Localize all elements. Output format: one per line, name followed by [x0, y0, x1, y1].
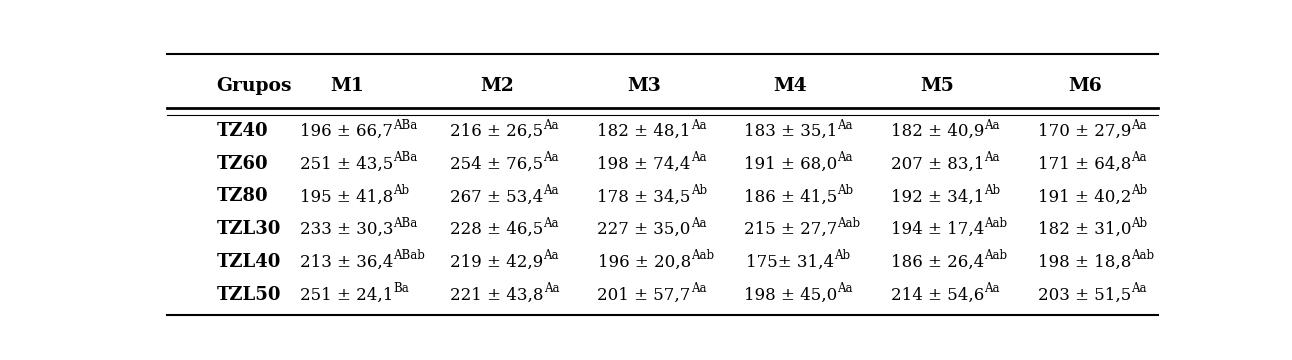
Text: Aa: Aa: [1132, 282, 1147, 295]
Text: 219 ± 42,9: 219 ± 42,9: [451, 254, 544, 271]
Text: Aa: Aa: [691, 217, 707, 230]
Text: Aab: Aab: [837, 217, 860, 230]
Text: Ab: Ab: [837, 184, 853, 197]
Text: ABa: ABa: [393, 118, 417, 131]
Text: 267 ± 53,4: 267 ± 53,4: [451, 189, 544, 206]
Text: Aab: Aab: [985, 217, 1008, 230]
Text: Grupos: Grupos: [217, 77, 292, 95]
Text: Aa: Aa: [544, 282, 559, 295]
Text: 198 ± 74,4: 198 ± 74,4: [597, 156, 691, 173]
Text: Aa: Aa: [544, 151, 559, 164]
Text: 215 ± 27,7: 215 ± 27,7: [744, 221, 837, 238]
Text: Aa: Aa: [837, 151, 853, 164]
Text: 221 ± 43,8: 221 ± 43,8: [450, 287, 544, 303]
Text: 182 ± 31,0: 182 ± 31,0: [1037, 221, 1132, 238]
Text: 175± 31,4: 175± 31,4: [747, 254, 835, 271]
Text: 207 ± 83,1: 207 ± 83,1: [890, 156, 985, 173]
Text: Ab: Ab: [393, 184, 410, 197]
Text: 186 ± 41,5: 186 ± 41,5: [744, 189, 837, 206]
Text: 183 ± 35,1: 183 ± 35,1: [744, 123, 837, 140]
Text: Aa: Aa: [691, 151, 707, 164]
Text: 178 ± 34,5: 178 ± 34,5: [597, 189, 691, 206]
Text: Aa: Aa: [1132, 118, 1147, 131]
Text: 213 ± 36,4: 213 ± 36,4: [300, 254, 394, 271]
Text: TZL40: TZL40: [217, 253, 280, 271]
Text: M3: M3: [627, 77, 662, 95]
Text: Aa: Aa: [837, 282, 853, 295]
Text: Aa: Aa: [837, 118, 853, 131]
Text: 203 ± 51,5: 203 ± 51,5: [1037, 287, 1132, 303]
Text: M5: M5: [921, 77, 955, 95]
Text: Ab: Ab: [985, 184, 1000, 197]
Text: ABa: ABa: [394, 217, 417, 230]
Text: 186 ± 26,4: 186 ± 26,4: [891, 254, 985, 271]
Text: ABa: ABa: [393, 151, 417, 164]
Text: 214 ± 54,6: 214 ± 54,6: [891, 287, 985, 303]
Text: TZ80: TZ80: [217, 188, 269, 206]
Text: 201 ± 57,7: 201 ± 57,7: [597, 287, 691, 303]
Text: 228 ± 46,5: 228 ± 46,5: [451, 221, 544, 238]
Text: Aab: Aab: [1132, 249, 1155, 262]
Text: Aab: Aab: [691, 249, 714, 262]
Text: TZL30: TZL30: [217, 220, 280, 238]
Text: 196 ± 20,8: 196 ± 20,8: [597, 254, 691, 271]
Text: 233 ± 30,3: 233 ± 30,3: [300, 221, 394, 238]
Text: Aa: Aa: [985, 118, 1000, 131]
Text: Aa: Aa: [985, 151, 1000, 164]
Text: ABab: ABab: [394, 249, 425, 262]
Text: 194 ± 17,4: 194 ± 17,4: [890, 221, 985, 238]
Text: 254 ± 76,5: 254 ± 76,5: [451, 156, 544, 173]
Text: 171 ± 64,8: 171 ± 64,8: [1037, 156, 1132, 173]
Text: Aa: Aa: [544, 118, 559, 131]
Text: Aa: Aa: [985, 282, 1000, 295]
Text: TZL50: TZL50: [217, 285, 282, 303]
Text: Aa: Aa: [1132, 151, 1147, 164]
Text: Ab: Ab: [835, 249, 850, 262]
Text: 251 ± 24,1: 251 ± 24,1: [300, 287, 394, 303]
Text: 191 ± 40,2: 191 ± 40,2: [1037, 189, 1132, 206]
Text: Aa: Aa: [691, 118, 707, 131]
Text: Aa: Aa: [691, 282, 707, 295]
Text: M4: M4: [774, 77, 808, 95]
Text: 195 ± 41,8: 195 ± 41,8: [300, 189, 393, 206]
Text: M6: M6: [1067, 77, 1102, 95]
Text: 182 ± 48,1: 182 ± 48,1: [597, 123, 691, 140]
Text: Aa: Aa: [544, 184, 559, 197]
Text: Aab: Aab: [985, 249, 1008, 262]
Text: 196 ± 66,7: 196 ± 66,7: [300, 123, 393, 140]
Text: 182 ± 40,9: 182 ± 40,9: [890, 123, 985, 140]
Text: Aa: Aa: [544, 249, 559, 262]
Text: 198 ± 18,8: 198 ± 18,8: [1037, 254, 1132, 271]
Text: 216 ± 26,5: 216 ± 26,5: [451, 123, 544, 140]
Text: Aa: Aa: [544, 217, 559, 230]
Text: TZ60: TZ60: [217, 155, 269, 173]
Text: 198 ± 45,0: 198 ± 45,0: [744, 287, 837, 303]
Text: Ab: Ab: [691, 184, 707, 197]
Text: Ab: Ab: [1132, 184, 1147, 197]
Text: M1: M1: [329, 77, 363, 95]
Text: 191 ± 68,0: 191 ± 68,0: [744, 156, 837, 173]
Text: 227 ± 35,0: 227 ± 35,0: [597, 221, 691, 238]
Text: M2: M2: [481, 77, 514, 95]
Text: 170 ± 27,9: 170 ± 27,9: [1037, 123, 1132, 140]
Text: 192 ± 34,1: 192 ± 34,1: [890, 189, 985, 206]
Text: Ab: Ab: [1132, 217, 1147, 230]
Text: TZ40: TZ40: [217, 122, 269, 140]
Text: Ba: Ba: [394, 282, 410, 295]
Text: 251 ± 43,5: 251 ± 43,5: [300, 156, 393, 173]
